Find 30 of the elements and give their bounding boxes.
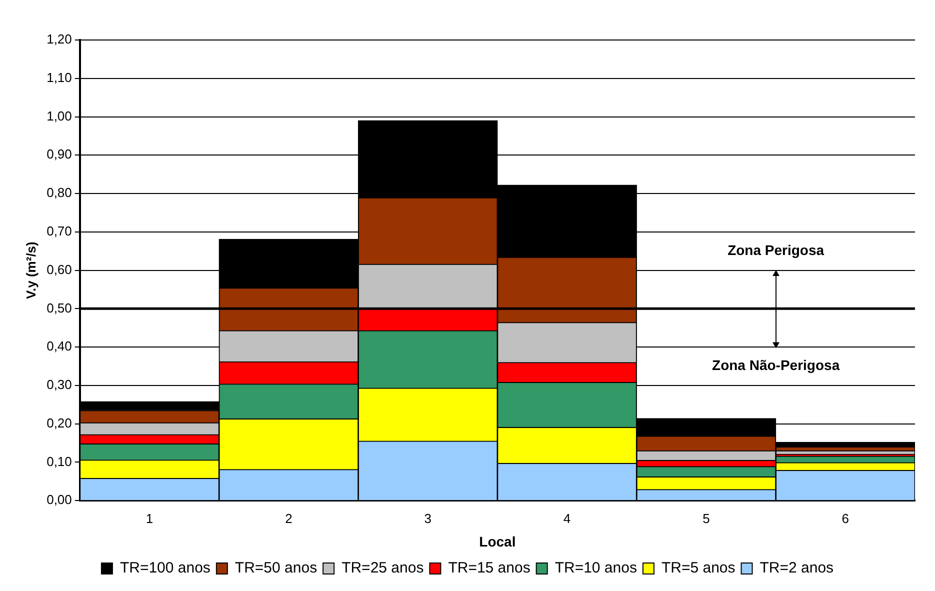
y-tick-label: 0,90 — [46, 146, 72, 162]
legend-label: TR=25 anos — [342, 560, 424, 577]
annotation: Zona Não-Perigosa — [712, 357, 840, 374]
y-tick-label: 0,10 — [46, 454, 72, 469]
y-tick-label: 0,50 — [46, 300, 72, 316]
y-tick-label: 0,20 — [46, 415, 72, 430]
legend-label: TR=2 anos — [760, 560, 834, 577]
y-tick-label: 1,00 — [46, 108, 72, 124]
y-tick-label: 0,30 — [46, 377, 72, 392]
y-tick-label: 1,20 — [46, 32, 72, 47]
legend-label: TR=15 anos — [448, 560, 530, 577]
y-tick-label: 0,80 — [46, 185, 72, 200]
legend-label: TR=50 anos — [234, 560, 318, 577]
y-tick-label: 0,60 — [46, 262, 72, 277]
x-axis-title: Local — [479, 533, 516, 550]
y-axis-title: V.y (m²/s) — [23, 242, 38, 299]
x-tick-label: 6 — [842, 510, 850, 526]
y-tick-label: 0,00 — [46, 492, 72, 508]
legend-label: TR=5 anos — [661, 560, 736, 577]
x-tick-label: 2 — [285, 510, 292, 526]
x-tick-label: 5 — [702, 510, 710, 526]
x-tick-label: 3 — [424, 510, 432, 526]
y-tick-label: 1,10 — [46, 70, 72, 85]
annotation: Zona Perigosa — [728, 242, 824, 258]
y-tick-label: 0,40 — [46, 338, 72, 354]
x-tick-label: 1 — [146, 510, 154, 526]
x-tick-label: 4 — [563, 510, 571, 526]
legend-label: TR=10 anos — [554, 560, 637, 577]
y-tick-label: 0,70 — [46, 223, 72, 238]
legend-label: TR=100 anos — [120, 560, 210, 577]
